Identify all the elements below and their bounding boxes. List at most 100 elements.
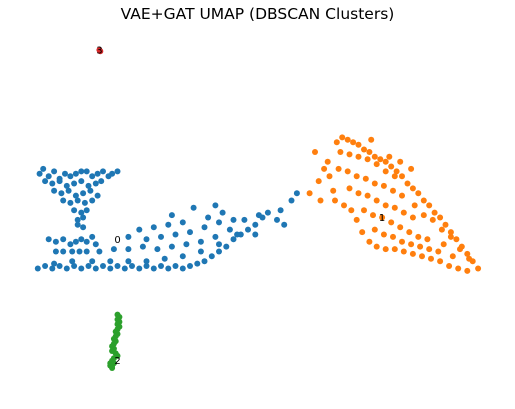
- cluster-1-point: [447, 229, 454, 236]
- cluster-1-point: [429, 216, 436, 223]
- cluster-0-point: [187, 229, 193, 236]
- cluster-1-point: [464, 267, 471, 274]
- cluster-1-point: [420, 197, 427, 204]
- cluster-1-point: [324, 158, 331, 165]
- cluster-1-point: [364, 156, 371, 163]
- cluster-0-point: [74, 221, 81, 228]
- cluster-0-point: [172, 231, 179, 238]
- cluster-1-point: [411, 202, 418, 209]
- cluster-0-point: [60, 248, 67, 255]
- cluster-0-point: [80, 214, 87, 221]
- cluster-0-point: [158, 263, 164, 269]
- cluster-0-point: [168, 243, 175, 250]
- cluster-1-point: [426, 246, 433, 253]
- cluster-1-point: [426, 202, 433, 209]
- cluster-0-point: [219, 209, 226, 216]
- cluster-1-point: [362, 175, 369, 182]
- cluster-0-point: [49, 180, 56, 187]
- cluster-1-point: [321, 165, 328, 172]
- cluster-1-point: [371, 153, 378, 160]
- cluster-0-point: [63, 182, 70, 189]
- cluster-0-point: [81, 199, 88, 206]
- cluster-0-point: [45, 173, 52, 180]
- cluster-1-point: [390, 233, 396, 240]
- cluster-1-point: [330, 187, 337, 194]
- cluster-0-point: [252, 221, 259, 228]
- cluster-0-point: [168, 212, 175, 219]
- cluster-label-0: 0: [114, 235, 120, 246]
- cluster-1-point: [399, 173, 405, 180]
- cluster-1-point: [406, 229, 413, 236]
- cluster-1-point: [380, 231, 387, 238]
- cluster-1-point: [346, 151, 353, 158]
- cluster-0-point: [216, 219, 222, 226]
- cluster-0-point: [92, 241, 99, 248]
- cluster-0-point: [212, 202, 219, 209]
- cluster-0-point: [78, 178, 85, 185]
- cluster-1-point: [315, 178, 322, 185]
- cluster-3-points: [96, 47, 104, 55]
- cluster-0-point: [208, 253, 215, 260]
- cluster-1-point: [373, 243, 380, 250]
- cluster-0-point: [67, 241, 74, 248]
- cluster-0-point: [83, 248, 90, 255]
- cluster-1-point: [415, 233, 422, 240]
- cluster-1-point: [373, 197, 380, 204]
- cluster-0-point: [129, 263, 135, 269]
- cluster-0-point: [85, 182, 92, 189]
- cluster-0-point: [62, 170, 68, 177]
- cluster-0-point: [94, 192, 101, 199]
- cluster-0-point: [216, 241, 222, 248]
- cluster-1-point: [400, 209, 407, 216]
- cluster-0-point: [121, 265, 128, 272]
- cluster-0-point: [114, 263, 121, 269]
- cluster-1-point: [355, 190, 362, 197]
- cluster-1-point: [366, 238, 373, 245]
- cluster-0-point: [125, 233, 132, 240]
- cluster-0-point: [172, 263, 179, 269]
- cluster-1-point: [453, 236, 460, 243]
- cluster-1-point: [339, 134, 346, 141]
- cluster-0-point: [80, 190, 87, 197]
- cluster-1-point: [455, 265, 462, 272]
- cluster-0-point: [293, 190, 300, 197]
- cluster-0-point: [52, 238, 59, 245]
- cluster-0-point: [78, 209, 85, 216]
- cluster-1-point: [306, 190, 313, 197]
- cluster-0-point: [107, 258, 114, 265]
- cluster-1-point: [366, 149, 373, 155]
- cluster-0-point: [72, 238, 79, 245]
- cluster-1-point: [391, 204, 398, 211]
- cluster-1-point: [355, 141, 362, 148]
- cluster-0-point: [71, 263, 78, 269]
- cluster-0-point: [67, 199, 74, 206]
- cluster-0-point: [56, 263, 63, 269]
- cluster-0-point: [125, 246, 132, 253]
- cluster-0-point: [136, 226, 143, 233]
- cluster-0-point: [274, 216, 280, 223]
- cluster-0-point: [226, 226, 233, 233]
- cluster-1-point: [438, 226, 445, 233]
- cluster-1-point: [475, 265, 482, 272]
- cluster-0-points: [34, 165, 300, 272]
- cluster-0-point: [230, 216, 237, 223]
- cluster-0-point: [179, 253, 186, 260]
- cluster-0-point: [165, 265, 172, 272]
- cluster-0-point: [92, 265, 99, 272]
- cluster-0-point: [255, 212, 262, 219]
- cluster-3-point: [97, 48, 104, 55]
- cluster-0-point: [288, 197, 295, 204]
- cluster-1-point: [409, 214, 416, 221]
- cluster-0-point: [230, 236, 237, 243]
- cluster-0-point: [76, 248, 83, 255]
- cluster-1-point: [346, 185, 353, 192]
- cluster-0-point: [78, 236, 85, 243]
- cluster-0-point: [234, 231, 241, 238]
- cluster-0-point: [150, 224, 157, 231]
- cluster-label-1: 1: [379, 213, 385, 224]
- cluster-0-point: [158, 233, 164, 240]
- cluster-1-point: [361, 146, 367, 153]
- cluster-0-point: [85, 263, 92, 269]
